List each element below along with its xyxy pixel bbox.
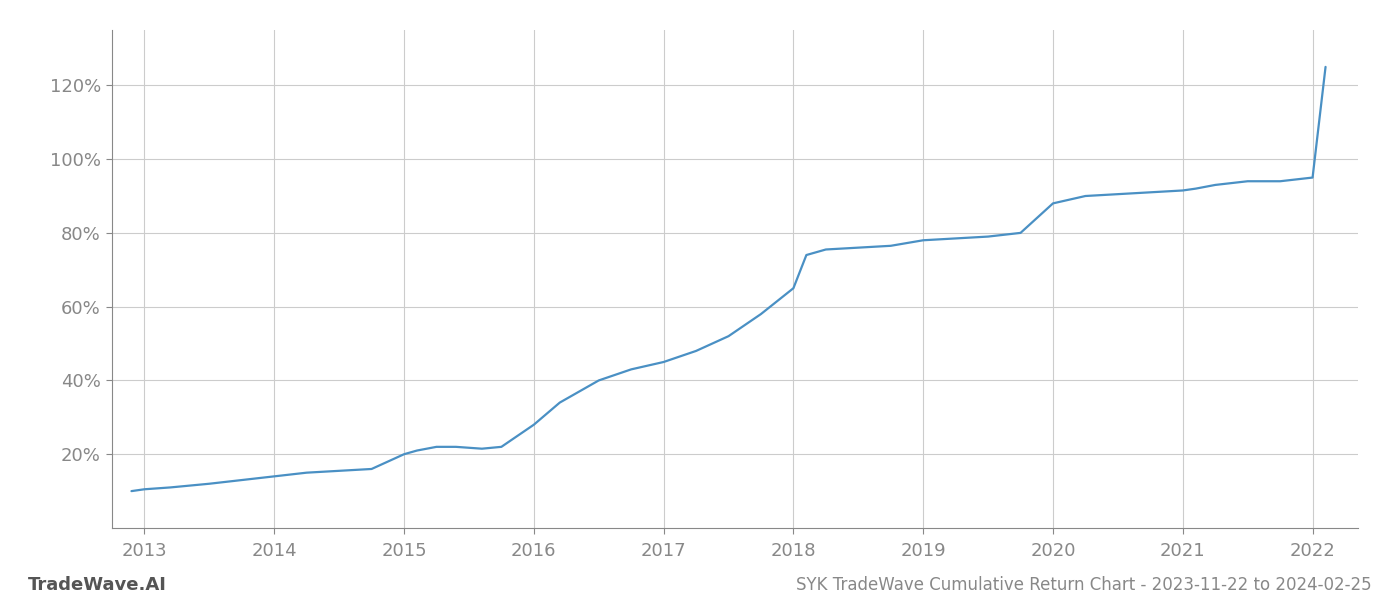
Text: SYK TradeWave Cumulative Return Chart - 2023-11-22 to 2024-02-25: SYK TradeWave Cumulative Return Chart - … xyxy=(797,576,1372,594)
Text: TradeWave.AI: TradeWave.AI xyxy=(28,576,167,594)
